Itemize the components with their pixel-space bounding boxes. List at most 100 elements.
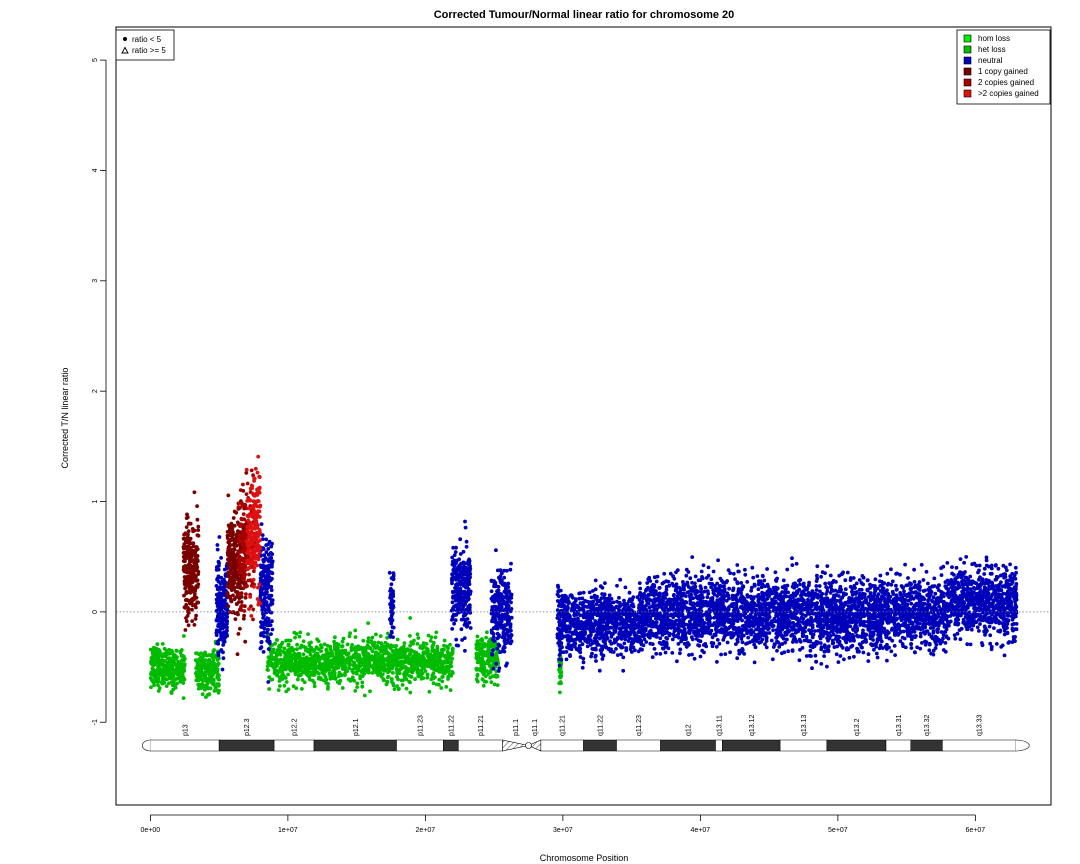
data-point xyxy=(560,645,564,650)
data-point xyxy=(452,558,457,563)
data-point xyxy=(389,621,394,626)
data-point xyxy=(568,619,573,624)
data-point xyxy=(496,609,501,613)
data-point xyxy=(179,654,184,658)
data-point xyxy=(384,682,389,687)
data-point xyxy=(500,617,504,622)
data-point xyxy=(409,648,413,653)
data-point xyxy=(875,655,880,660)
data-point xyxy=(317,658,322,663)
data-point xyxy=(385,658,390,663)
data-point xyxy=(568,614,572,619)
data-point xyxy=(349,648,354,653)
data-point xyxy=(606,626,610,631)
data-point xyxy=(491,635,496,640)
data-point xyxy=(601,596,606,600)
data-point xyxy=(599,604,603,609)
data-point xyxy=(382,644,387,649)
chart-title: Corrected Tumour/Normal linear ratio for… xyxy=(434,9,735,21)
data-point xyxy=(615,612,620,617)
data-point xyxy=(262,603,266,608)
data-point xyxy=(350,643,354,647)
data-point xyxy=(223,635,228,640)
data-point xyxy=(354,671,359,676)
data-point xyxy=(481,644,486,649)
data-point xyxy=(361,650,366,655)
data-point xyxy=(478,638,483,642)
data-point xyxy=(467,559,471,564)
data-point xyxy=(575,604,580,608)
data-point xyxy=(914,634,918,638)
data-point xyxy=(181,696,186,700)
data-point xyxy=(460,638,464,642)
data-point xyxy=(623,585,628,590)
data-point xyxy=(408,690,413,695)
data-point xyxy=(461,549,466,554)
data-point xyxy=(464,544,469,549)
data-point xyxy=(169,680,174,685)
data-point xyxy=(370,671,375,675)
data-point xyxy=(430,676,435,681)
data-point xyxy=(262,634,266,639)
data-point xyxy=(482,665,487,670)
data-point xyxy=(489,680,494,685)
data-point xyxy=(273,661,278,665)
data-point xyxy=(594,659,598,663)
data-point xyxy=(467,605,472,610)
data-point xyxy=(211,661,216,666)
data-point xyxy=(559,674,564,678)
data-point xyxy=(429,656,434,661)
data-point xyxy=(448,642,452,647)
data-point xyxy=(328,662,333,666)
data-point xyxy=(502,575,507,580)
data-point xyxy=(195,666,199,670)
data-point xyxy=(628,636,633,641)
data-point xyxy=(468,626,473,630)
data-point xyxy=(499,595,504,599)
data-point xyxy=(615,635,620,640)
data-point xyxy=(485,630,489,635)
data-point xyxy=(600,647,604,652)
data-point xyxy=(261,565,266,569)
data-point xyxy=(260,592,265,597)
data-point xyxy=(213,670,218,674)
data-point xyxy=(282,659,286,664)
data-point xyxy=(346,677,351,682)
data-point xyxy=(391,575,395,580)
data-point xyxy=(205,686,210,691)
data-point xyxy=(488,669,493,674)
data-point xyxy=(180,675,185,679)
data-point xyxy=(217,677,222,682)
data-point xyxy=(348,631,352,636)
data-point xyxy=(442,659,447,664)
data-point xyxy=(605,623,609,627)
data-point xyxy=(449,660,453,665)
data-point xyxy=(636,625,640,630)
data-point xyxy=(892,644,897,648)
data-point xyxy=(264,543,269,547)
data-point xyxy=(390,655,395,659)
data-point xyxy=(219,599,224,604)
data-point xyxy=(434,630,439,635)
data-point xyxy=(409,675,414,679)
data-point xyxy=(263,577,268,582)
data-point xyxy=(357,653,361,657)
data-point xyxy=(345,642,350,647)
data-point xyxy=(353,650,358,654)
data-point xyxy=(218,616,223,621)
data-point xyxy=(607,630,612,635)
data-point xyxy=(559,604,564,609)
data-point xyxy=(149,685,153,690)
data-point xyxy=(303,645,308,650)
data-point xyxy=(612,620,616,625)
data-point xyxy=(619,652,623,657)
data-point xyxy=(195,659,200,664)
data-point xyxy=(485,661,490,666)
data-point xyxy=(341,636,346,641)
data-point xyxy=(492,639,497,643)
data-point xyxy=(360,660,365,664)
data-point xyxy=(386,631,390,636)
data-point xyxy=(159,668,163,673)
data-point xyxy=(567,643,572,648)
